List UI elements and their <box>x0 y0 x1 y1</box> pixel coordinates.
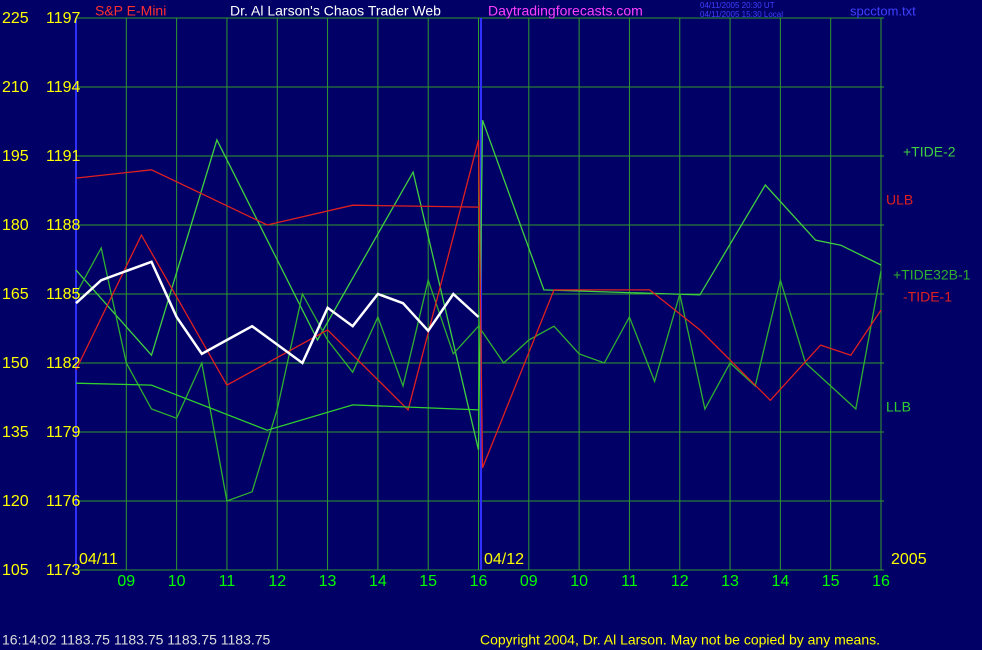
date-label: 2005 <box>891 551 927 568</box>
site: Daytradingforecasts.com <box>488 3 643 19</box>
y-tick-label: 165 <box>2 286 29 303</box>
series-label: +TIDE32B-1 <box>893 267 971 283</box>
y2-tick-label: 1188 <box>46 217 81 234</box>
series-line <box>75 260 480 365</box>
y-tick-label: 150 <box>2 355 29 372</box>
y-tick-label: 135 <box>2 424 29 441</box>
series-line <box>75 246 882 502</box>
series-line <box>75 169 479 226</box>
series-label: LLB <box>886 399 911 415</box>
x-tick-label: 09 <box>117 573 135 590</box>
file-name: spcctom.txt <box>850 3 916 18</box>
series-label: ULB <box>886 192 913 208</box>
y-tick-label: 225 <box>2 10 29 27</box>
x-tick-label: 14 <box>771 573 789 590</box>
x-tick-label: 15 <box>822 573 840 590</box>
y2-tick-label: 1194 <box>46 79 81 96</box>
y-tick-label: 195 <box>2 148 29 165</box>
copyright: Copyright 2004, Dr. Al Larson. May not b… <box>480 632 880 648</box>
timestamp: 04/11/2005 15:30 Local <box>700 10 783 19</box>
instrument: S&P E-Mini <box>95 3 166 19</box>
x-tick-label: 09 <box>520 573 538 590</box>
series-line <box>75 382 479 431</box>
series-layer <box>75 119 882 502</box>
x-tick-label: 14 <box>369 573 387 590</box>
timestamp: 04/11/2005 20:30 UT <box>700 1 775 10</box>
x-tick-label: 16 <box>470 573 488 590</box>
x-tick-label: 12 <box>671 573 689 590</box>
y-tick-label: 120 <box>2 493 29 510</box>
series-label: -TIDE-1 <box>903 289 952 305</box>
x-tick-label: 13 <box>319 573 337 590</box>
y-tick-label: 105 <box>2 562 29 579</box>
x-tick-label: 15 <box>419 573 437 590</box>
quote: 16:14:02 1183.75 1183.75 1183.75 1183.75 <box>2 632 271 648</box>
y2-tick-label: 1185 <box>46 286 81 303</box>
x-tick-label: 11 <box>219 573 236 590</box>
y2-tick-label: 1173 <box>46 562 81 579</box>
series-label: +TIDE-2 <box>903 144 956 160</box>
y2-tick-label: 1182 <box>46 355 81 372</box>
x-tick-label: 11 <box>621 573 638 590</box>
y2-tick-label: 1179 <box>46 424 81 441</box>
date-label: 04/11 <box>79 551 118 568</box>
y-tick-label: 210 <box>2 79 29 96</box>
date-label: 04/12 <box>484 551 524 568</box>
x-tick-label: 12 <box>268 573 286 590</box>
x-tick-label: 16 <box>872 573 890 590</box>
y2-tick-label: 1176 <box>46 493 81 510</box>
x-tick-label: 10 <box>570 573 588 590</box>
series-line <box>75 139 882 469</box>
x-tick-label: 13 <box>721 573 739 590</box>
y-tick-label: 180 <box>2 217 29 234</box>
y2-tick-label: 1191 <box>46 148 81 165</box>
series-line <box>75 119 882 451</box>
y2-tick-label: 1197 <box>46 10 81 27</box>
chart-title: Dr. Al Larson's Chaos Trader Web <box>230 3 441 19</box>
x-tick-label: 10 <box>168 573 186 590</box>
